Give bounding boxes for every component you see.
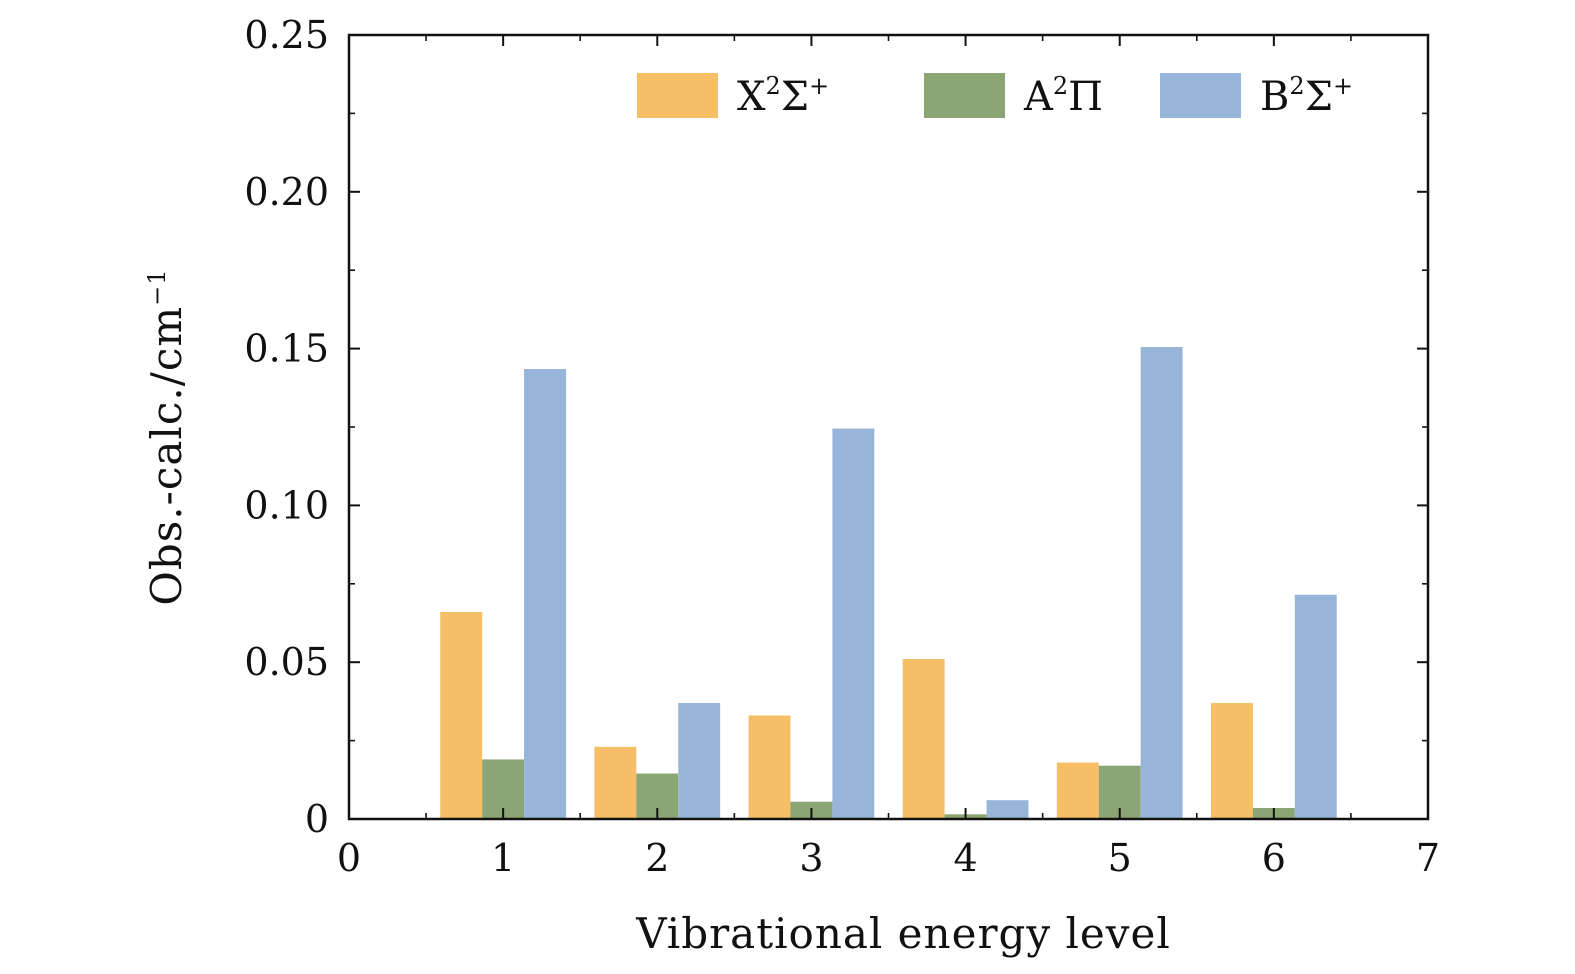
x-tick-label: 2 [645,836,669,880]
x-tick-label: 4 [953,836,977,880]
tick-labels-layer: 0 1 2 3 4 5 6 7 0 0.05 0.10 0.15 0.20 0.25 [244,13,1440,880]
legend-label-a: A2Π [1023,72,1103,120]
x-tick-label: 1 [491,836,515,880]
legend: X2Σ+ A2Π B2Σ+ [637,72,1353,120]
y-tick-label: 0.05 [244,640,329,684]
y-axis-title: Obs.-calc./cm−1 [142,268,191,605]
bar-b-level-1 [524,368,567,819]
y-axis-title-sup: −1 [143,268,171,305]
y-tick-label: 0.25 [244,13,329,57]
bar-x-level-4 [902,659,945,819]
x-axis-title: Vibrational energy level [635,909,1171,958]
plot-frame [347,33,1430,821]
bar-x-level-5 [1056,762,1099,819]
x-tick-label: 6 [1262,836,1286,880]
bar-x-level-2 [594,746,637,819]
y-axis-title-main: Obs.-calc./cm [142,306,191,606]
x-tick-label: 5 [1108,836,1132,880]
legend-swatch-x [637,73,718,118]
y-tick-label: 0.10 [244,483,329,527]
bar-b-level-5 [1140,347,1183,819]
bars-layer [440,347,1337,819]
legend-label-x: X2Σ+ [737,72,829,120]
legend-label-b: B2Σ+ [1260,72,1353,120]
bar-b-level-6 [1294,594,1337,819]
x-tick-label: 3 [799,836,823,880]
bar-x-level-1 [440,612,483,819]
bar-x-level-3 [748,715,791,819]
legend-swatch-b [1160,73,1241,118]
x-tick-label: 0 [337,836,361,880]
y-tick-label: 0.20 [244,170,329,214]
y-tick-label: 0 [305,797,329,841]
legend-swatch-a [924,73,1005,118]
bar-x-level-6 [1210,702,1253,819]
bar-b-level-4 [986,800,1029,819]
x-tick-label: 7 [1416,836,1440,880]
ticks-layer [348,34,1429,820]
bar-b-level-3 [832,428,875,819]
bar-b-level-2 [678,702,721,819]
y-tick-label: 0.15 [244,327,329,371]
